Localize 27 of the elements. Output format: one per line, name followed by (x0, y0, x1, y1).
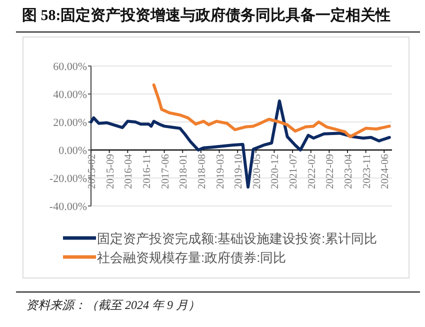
x-tick-label: 2022-02 (306, 154, 318, 189)
x-tick-label: 2019-10 (234, 154, 245, 189)
x-tick-label: 2020-12 (270, 154, 282, 189)
x-tick-label: 2020-05 (252, 154, 263, 189)
x-tick-label: 2022-09 (325, 154, 336, 189)
y-tick-label: -20.00% (49, 173, 87, 185)
y-tick-label: 0.00% (58, 145, 87, 157)
text: 资料来源：（截至 2024 年 9 月） (26, 298, 200, 312)
y-tick-label: 60.00% (53, 61, 87, 73)
x-tick-label: 2016-04 (124, 153, 135, 189)
legend-label: 固定资产投资完成额:基础设施建设投资:累计同比 (97, 231, 378, 246)
y-tick-label: -40.00% (49, 201, 87, 213)
x-tick-label: 2017-06 (160, 154, 172, 189)
legend-label: 社会融资规模存量:政府债券:同比 (97, 250, 286, 265)
x-tick-label: 2021-07 (288, 154, 300, 189)
x-tick-label: 2018-08 (196, 154, 208, 189)
x-tick-label: 2015-09 (105, 154, 116, 189)
x-tick-label: 2023-04 (344, 153, 355, 189)
x-tick-label: 2019-03 (215, 154, 226, 189)
x-tick-label: 2023-11 (362, 154, 373, 189)
title: 图 58:固定资产投资增速与政府债务同比具备一定相关性 (22, 8, 391, 24)
x-tick-label: 2018-01 (178, 154, 190, 189)
x-tick-label: 2015-02 (87, 154, 98, 189)
x-tick-label: 2016-11 (142, 154, 153, 189)
y-tick-label: 20.00% (53, 117, 87, 129)
x-tick-label: 2024-06 (380, 154, 392, 189)
y-tick-label: 40.00% (53, 89, 87, 101)
